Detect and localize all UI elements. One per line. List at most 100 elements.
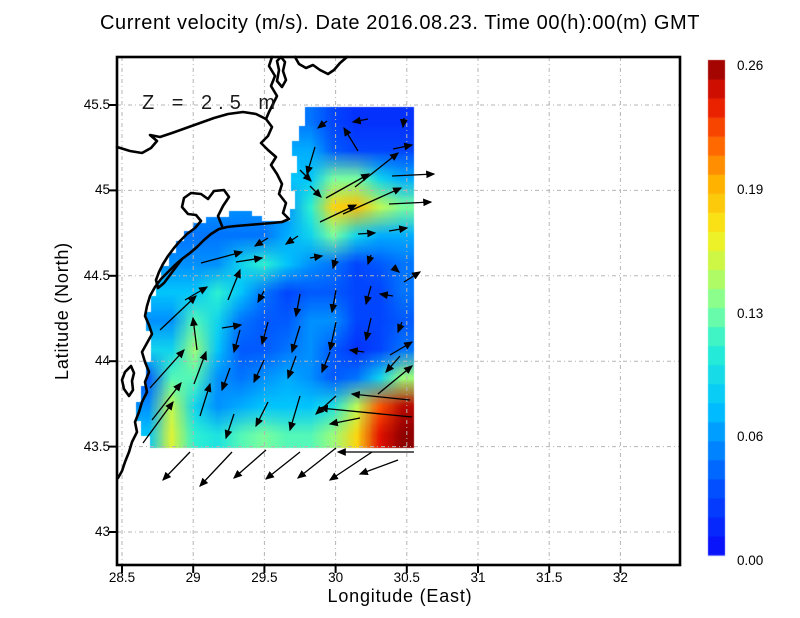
current-vector-arrow: [316, 120, 328, 129]
current-vector-arrow: [327, 321, 337, 352]
current-vector-arrow: [151, 381, 182, 421]
current-vector-arrow: [200, 250, 244, 264]
current-vector-arrow: [377, 365, 414, 395]
current-vector-arrow: [331, 257, 339, 270]
current-vector-arrow: [296, 447, 337, 479]
coastline: [154, 188, 231, 290]
current-vector-arrow: [264, 451, 301, 480]
x-tick-label: 32: [612, 570, 628, 585]
current-vector-arrow: [318, 404, 413, 418]
current-vector-arrow: [184, 286, 209, 301]
x-tick-label: 29: [185, 570, 201, 585]
current-vector-arrow: [363, 317, 372, 342]
current-vector-arrow: [351, 116, 369, 125]
depth-annotation: Z = 2.5 m: [142, 92, 282, 114]
current-vector-arrow: [385, 355, 401, 373]
current-vector-arrow: [328, 451, 373, 481]
current-vector-arrow: [364, 285, 372, 306]
current-vector-arrow: [193, 350, 207, 385]
current-vector-arrow: [221, 322, 243, 331]
x-tick-label: 30.5: [393, 570, 420, 585]
current-vector-arrow: [388, 225, 409, 234]
current-vector-arrow: [321, 351, 331, 374]
colorbar-label: 0.19: [737, 181, 764, 197]
current-vector-arrow: [358, 459, 399, 475]
plot-frame: [115, 55, 682, 567]
current-vector-arrow: [388, 198, 433, 207]
x-tick-label: 29.5: [251, 570, 278, 585]
chart-title: Current velocity (m/s). Date 2016.08.23.…: [99, 12, 701, 34]
current-vector-arrow: [309, 185, 322, 198]
colorbar-label: 0.06: [737, 429, 764, 445]
x-tick-label: 31.5: [536, 570, 563, 585]
current-vector-arrow: [232, 329, 241, 354]
current-vector-arrow: [348, 347, 365, 355]
current-vector-arrow: [233, 449, 267, 479]
coastline: [120, 364, 136, 398]
colorbar-label: 0.26: [737, 58, 764, 73]
current-vector-arrow: [293, 293, 302, 318]
current-vector-arrow: [255, 401, 269, 428]
y-tick-label: 44: [94, 353, 110, 369]
current-vector-arrow: [142, 400, 174, 444]
current-vector-arrow: [149, 349, 185, 389]
current-vector-arrow: [253, 359, 265, 384]
colorbar-label: 0.13: [737, 305, 764, 321]
current-vector-arrow: [350, 390, 411, 401]
current-vector-arrow: [290, 325, 301, 354]
current-vector-arrow: [199, 451, 233, 487]
current-vector-arrow: [224, 413, 235, 440]
current-vector-arrow: [309, 253, 324, 262]
current-vector-arrow: [357, 229, 377, 238]
current-vector-arrow: [253, 237, 269, 247]
current-vector-arrow: [392, 142, 414, 151]
y-tick-label: 43.5: [83, 438, 110, 454]
current-vector-arrow: [343, 126, 359, 152]
current-vector-arrow: [391, 170, 436, 179]
x-tick-label: 28.5: [108, 570, 136, 585]
coastline: [115, 110, 291, 480]
coastline: [275, 55, 288, 89]
current-vector-arrow: [378, 291, 394, 300]
current-vector-arrow: [329, 289, 338, 314]
current-vector-arrow: [319, 204, 358, 223]
current-vector-arrow: [190, 316, 198, 351]
current-vector-arrow: [354, 152, 400, 188]
current-vector-arrow: [288, 395, 301, 432]
current-vector-arrow: [328, 417, 361, 427]
x-axis-label: Longitude (East): [327, 586, 473, 606]
coastline: [293, 55, 349, 76]
y-tick-label: 43: [94, 524, 110, 539]
y-axis-label: Latitude (North): [52, 242, 72, 380]
current-vector-arrow: [325, 173, 371, 199]
coastline: [264, 55, 279, 121]
y-tick-label: 45: [94, 182, 110, 198]
current-vector-arrow: [342, 187, 403, 215]
current-vector-arrow: [162, 451, 191, 481]
colorbar-label: 0.00: [737, 553, 764, 568]
current-vector-arrow: [315, 395, 337, 415]
current-vector-arrow: [397, 321, 405, 334]
current-vector-arrow: [305, 146, 316, 176]
current-vector-arrow: [199, 382, 212, 417]
current-vector-arrow: [227, 268, 241, 301]
current-vector-arrow: [390, 264, 400, 273]
current-vector-arrow: [299, 169, 312, 182]
current-vector-arrow: [221, 367, 231, 392]
current-vector-arrow: [235, 255, 264, 264]
x-tick-label: 30: [328, 570, 344, 585]
current-vector-arrow: [284, 235, 299, 245]
current-vector-arrow: [366, 254, 375, 266]
x-tick-label: 31: [470, 570, 486, 585]
current-vector-arrow: [257, 290, 266, 304]
y-tick-label: 44.5: [83, 267, 110, 283]
current-vector-arrow: [389, 341, 414, 356]
current-vector-arrow: [403, 271, 422, 283]
current-vector-arrow: [399, 117, 408, 129]
current-vector-arrow: [287, 355, 297, 380]
current-vector-arrow: [159, 295, 197, 331]
current-vector-arrow: [260, 321, 269, 346]
